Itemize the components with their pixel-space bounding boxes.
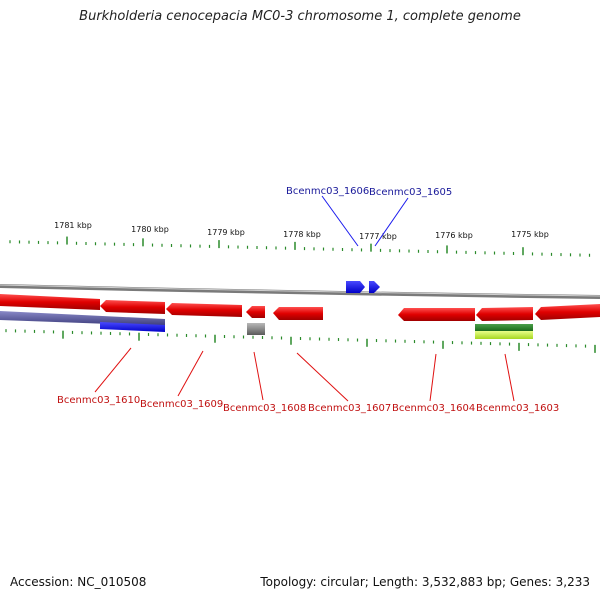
ruler-label: 1779 kbp [207,228,245,237]
genome-title: Burkholderia cenocepacia MC0-3 chromosom… [79,9,521,24]
chromosome-backbone-highlight [0,284,600,297]
ruler-label: 1780 kbp [131,225,169,234]
gene-arrow-bcenmc03-1603[interactable] [476,307,533,321]
gene-arrow-bcenmc03-1609[interactable] [166,303,242,317]
gene-arrow-bcenmc03-1606[interactable] [346,281,365,293]
ruler-label: 1775 kbp [511,230,549,239]
gene-label-bcenmc03-1607[interactable]: Bcenmc03_1607 [308,403,391,414]
feature-band-lime [475,331,533,339]
gene-arrow-left-fragment[interactable] [0,294,100,310]
gene-label-bcenmc03-1603[interactable]: Bcenmc03_1603 [476,403,559,414]
gene-callouts [94,195,515,402]
callout-line-1607 [296,352,349,402]
gene-arrow-bcenmc03-1608[interactable] [246,306,265,318]
accession-text: Accession: NC_010508 [10,575,147,589]
inner-tick-ring [5,329,596,353]
callout-line-1608 [253,351,264,401]
callout-line-1603 [504,353,515,402]
callout-line-1606 [321,195,359,247]
ruler-labels: 1781 kbp 1780 kbp 1779 kbp 1778 kbp 1777 kbp… [54,221,549,241]
gene-label-bcenmc03-1610[interactable]: Bcenmc03_1610 [57,395,140,406]
ruler-label: 1777 kbp [359,232,397,241]
feature-band-green [475,324,533,331]
chromosome-backbone [0,284,600,299]
callout-line-1605 [374,197,409,247]
outer-tick-ring [9,236,591,257]
gene-label-bcenmc03-1609[interactable]: Bcenmc03_1609 [140,399,223,410]
gene-arrow-right-fragment[interactable] [535,304,600,320]
gene-arrow-bcenmc03-1605[interactable] [369,281,380,293]
ruler-label: 1778 kbp [283,230,321,239]
callout-line-1604 [429,353,437,402]
callout-line-1609 [177,350,204,397]
ruler-label: 1781 kbp [54,221,92,230]
ruler-label: 1776 kbp [435,231,473,240]
feature-band-purple [0,311,165,326]
gene-arrow-bcenmc03-1604[interactable] [398,308,475,321]
feature-band-blue [100,322,165,332]
gene-arrow-bcenmc03-1607[interactable] [273,307,323,320]
gene-label-bcenmc03-1605[interactable]: Bcenmc03_1605 [369,187,452,198]
gene-label-bcenmc03-1606[interactable]: Bcenmc03_1606 [286,186,369,197]
gene-label-bcenmc03-1608[interactable]: Bcenmc03_1608 [223,403,306,414]
gene-label-bcenmc03-1604[interactable]: Bcenmc03_1604 [392,403,475,414]
feature-band-grey [247,323,265,335]
callout-line-1610 [94,347,132,393]
topology-text: Topology: circular; Length: 3,532,883 bp… [260,575,590,589]
gene-arrow-bcenmc03-1609a[interactable] [100,300,165,314]
